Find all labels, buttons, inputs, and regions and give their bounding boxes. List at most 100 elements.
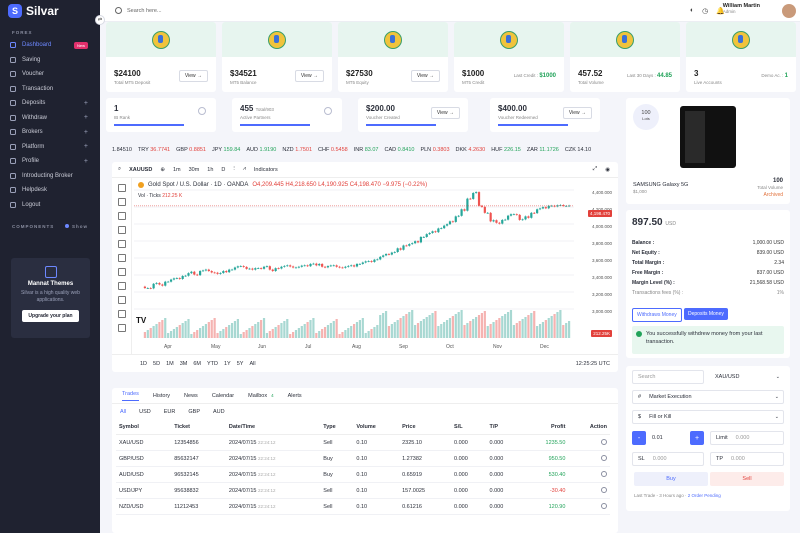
sidebar-item-platform[interactable]: Platform + xyxy=(0,140,100,155)
magnet-icon[interactable] xyxy=(117,324,126,332)
table-row[interactable]: GBP/USD 85632147 2024/07/15 22:24:12 Buy 0.1… xyxy=(116,450,610,467)
action-icon[interactable] xyxy=(601,454,607,461)
sl-input[interactable]: SL 0.000 xyxy=(632,452,704,466)
symbol-search-icon[interactable]: ⌕ xyxy=(118,166,122,172)
range-all[interactable]: All xyxy=(249,360,256,367)
tab-mailbox[interactable]: Mailbox 4 xyxy=(248,393,273,399)
execution-select[interactable]: # Market Execution ⌄ xyxy=(632,390,784,404)
sidebar-item-helpdesk[interactable]: Helpdesk xyxy=(0,183,100,198)
tab-news[interactable]: News xyxy=(184,393,198,399)
notification-icon[interactable]: 🔔 xyxy=(716,8,725,15)
indicators-button[interactable]: Indicators xyxy=(253,166,278,173)
add-symbol-icon[interactable]: ⊕ xyxy=(160,166,165,173)
fullscreen-icon[interactable]: ⤢ xyxy=(592,166,598,172)
lot-input[interactable]: 0.01 xyxy=(647,431,689,445)
action-icon[interactable] xyxy=(601,502,607,509)
search-bar[interactable]: Search here... xyxy=(115,7,162,14)
sidebar-item-dashboard[interactable]: Dashboard New xyxy=(0,38,100,53)
ticker-item[interactable]: CAD 0.8410 xyxy=(384,147,414,153)
tf-30m[interactable]: 30m xyxy=(188,166,200,173)
chart-symbol[interactable]: XAUUSD xyxy=(129,166,153,173)
withdraw-button[interactable]: Withdraws Money xyxy=(632,308,682,322)
upgrade-button[interactable]: Upgrade your plan xyxy=(22,310,79,322)
price-chart[interactable]: Apr May Jun Jul Aug Sep Oct Nov Dec TV xyxy=(134,178,584,352)
view-button[interactable]: View → xyxy=(294,70,324,82)
currency-tab-all[interactable]: All xyxy=(120,409,127,415)
sidebar-item-saving[interactable]: Saving xyxy=(0,53,100,68)
tf-1m[interactable]: 1m xyxy=(172,166,181,173)
range-6m[interactable]: 6M xyxy=(193,360,201,367)
currency-tab-usd[interactable]: USD xyxy=(139,409,151,415)
theme-toggle-icon[interactable]: ◐ xyxy=(689,7,695,14)
table-row[interactable]: USD/JPY 95638832 2024/07/15 22:24:12 Sell 0.… xyxy=(116,482,610,499)
sidebar-item-deposits[interactable]: Deposits + xyxy=(0,96,100,111)
projection-icon[interactable] xyxy=(117,240,126,248)
action-icon[interactable] xyxy=(601,470,607,477)
tab-history[interactable]: History xyxy=(153,393,170,399)
sidebar-item-brokers[interactable]: Brokers + xyxy=(0,125,100,140)
table-row[interactable]: AUD/USD 96532145 2024/07/15 22:24:12 Buy 0.1… xyxy=(116,466,610,483)
sidebar-item-transaction[interactable]: Transaction xyxy=(0,82,100,97)
lot-minus-button[interactable]: - xyxy=(632,431,646,445)
sidebar-item-voucher[interactable]: Voucher xyxy=(0,67,100,82)
fill-select[interactable]: $ Fill or Kill ⌄ xyxy=(632,410,784,424)
tab-alerts[interactable]: Alerts xyxy=(288,393,302,399)
logo[interactable]: S Silvar xyxy=(0,0,100,22)
currency-tab-gbp[interactable]: GBP xyxy=(188,409,200,415)
brush-icon[interactable] xyxy=(117,254,126,262)
sidebar-collapse-button[interactable]: ⇄ xyxy=(95,15,105,25)
sidebar-item-profile[interactable]: Profile + xyxy=(0,154,100,169)
tab-calendar[interactable]: Calendar xyxy=(212,393,234,399)
tp-input[interactable]: TP 0.000 xyxy=(710,452,784,466)
range-1d[interactable]: 1D xyxy=(140,360,148,367)
table-row[interactable]: XAU/USD 12354856 2024/07/15 22:24:12 Sell 0.… xyxy=(116,434,610,451)
symbol-select[interactable]: XAU/USD ⌄ xyxy=(710,370,784,384)
ticker-item[interactable]: TRY 36.7741 xyxy=(138,147,170,153)
search-input[interactable]: Search here... xyxy=(127,7,162,14)
camera-icon[interactable]: ◉ xyxy=(605,166,610,173)
range-ytd[interactable]: YTD xyxy=(206,360,218,367)
lot-plus-button[interactable]: + xyxy=(690,431,704,445)
range-3m[interactable]: 3M xyxy=(179,360,188,367)
avatar[interactable] xyxy=(782,4,796,18)
ticker-item[interactable]: DKK 4.2630 xyxy=(456,147,486,153)
currency-tab-aud[interactable]: AUD xyxy=(213,409,225,415)
sell-button[interactable]: Sell xyxy=(710,472,784,486)
limit-input[interactable]: Limit 0.000 xyxy=(710,431,784,445)
cursor-icon[interactable] xyxy=(117,184,126,192)
emoji-icon[interactable] xyxy=(117,282,126,290)
ticker-item[interactable]: INR 83.07 xyxy=(354,147,379,153)
ruler-icon[interactable] xyxy=(117,296,126,304)
ticker-item[interactable]: 1.84510 xyxy=(112,147,132,153)
action-icon[interactable] xyxy=(601,438,607,445)
range-1m[interactable]: 1M xyxy=(166,360,174,367)
view-button[interactable]: View → xyxy=(562,107,592,119)
action-icon[interactable] xyxy=(601,486,607,493)
zoom-icon[interactable] xyxy=(117,310,126,318)
compare-icon[interactable]: ⩘ xyxy=(242,166,246,172)
ticker-item[interactable]: AUD 1.9190 xyxy=(246,147,276,153)
view-button[interactable]: View → xyxy=(410,70,440,82)
candle-type-icon[interactable]: ⫶ xyxy=(233,166,235,172)
currency-tab-eur[interactable]: EUR xyxy=(163,409,176,415)
tf-1h[interactable]: 1h xyxy=(207,166,214,173)
ticker-item[interactable]: NZD 1.7501 xyxy=(282,147,312,153)
ticker-item[interactable]: GBP 0.8851 xyxy=(176,147,206,153)
pending-orders-link[interactable]: 2 Order Pending xyxy=(687,493,721,498)
range-5y[interactable]: 5Y xyxy=(236,360,244,367)
range-5d[interactable]: 5D xyxy=(153,360,161,367)
clock-icon[interactable]: ◷ xyxy=(702,8,709,15)
components-toggle[interactable]: Show xyxy=(65,224,88,229)
buy-button[interactable]: Buy xyxy=(634,472,708,486)
view-button[interactable]: View → xyxy=(178,70,208,82)
text-icon[interactable] xyxy=(117,268,126,276)
ticker-item[interactable]: JPY 159.84 xyxy=(212,147,240,153)
ticker-item[interactable]: ZAR 11.1726 xyxy=(527,147,559,153)
ticker-item[interactable]: CHF 0.5458 xyxy=(318,147,348,153)
tab-trades[interactable]: Trades xyxy=(122,391,139,401)
table-row[interactable]: NZD/USD 11212453 2024/07/15 22:24:12 Sell 0.… xyxy=(116,498,610,515)
ticker-item[interactable]: PLN 0.3803 xyxy=(420,147,449,153)
sidebar-item-withdraw[interactable]: Withdraw + xyxy=(0,111,100,126)
pattern-icon[interactable] xyxy=(117,226,126,234)
tf-d[interactable]: D xyxy=(221,166,226,173)
